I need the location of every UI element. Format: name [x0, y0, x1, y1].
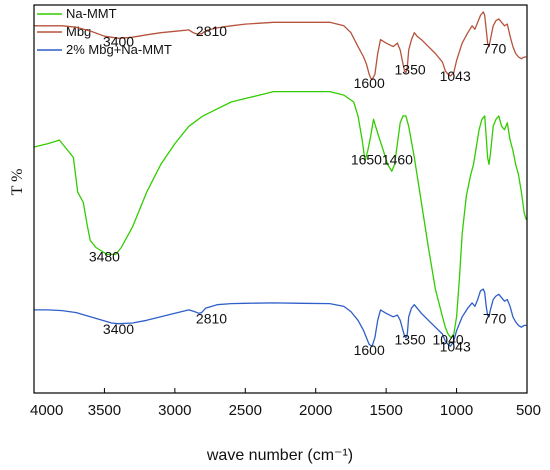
peak-annotation: 1350	[395, 61, 426, 77]
peak-annotation: 3400	[103, 34, 134, 50]
peak-annotation: 1650	[351, 151, 382, 167]
x-tick-label: 2000	[299, 402, 332, 419]
peak-annotation: 1350	[395, 332, 426, 348]
x-tick-label: 500	[516, 402, 541, 419]
series-line-1	[33, 90, 527, 339]
peak-annotation: 1043	[440, 68, 471, 84]
peak-annotation: 1460	[382, 151, 413, 167]
x-tick-label: 4000	[30, 402, 63, 419]
legend-label: Mbg	[66, 24, 91, 39]
peak-annotation: 1040	[433, 332, 464, 348]
x-axis-label: wave number (cm⁻¹)	[206, 447, 353, 464]
x-tick-label: 2500	[229, 402, 262, 419]
x-tick-label: 1000	[440, 402, 473, 419]
peak-annotation: 770	[483, 41, 507, 57]
series-line-3	[34, 288, 527, 347]
peak-annotation: 1600	[354, 342, 385, 358]
legend-label: 2% Mbg+Na-MMT	[66, 42, 172, 57]
legend-label: Na-MMT	[66, 6, 117, 21]
x-tick-label: 3500	[88, 402, 121, 419]
peak-annotation: 3400	[103, 321, 134, 337]
plot-frame	[33, 4, 528, 394]
legend: Na-MMT Mbg 2% Mbg+Na-MMT	[37, 6, 172, 57]
annotation-layer: 3400 2810 1600 1350 1043 770 1650 1460 3480 1040 2…	[89, 23, 507, 358]
x-tick-label: 3000	[158, 402, 191, 419]
peak-annotation: 2810	[196, 23, 227, 39]
x-axis-ticks: 4000 3500 3000 2500 2000 1500 1000 500	[30, 388, 541, 419]
series-layer	[33, 11, 527, 347]
series-line-2	[34, 11, 527, 81]
x-tick-label: 1500	[369, 402, 402, 419]
y-axis-label: T %	[9, 169, 26, 196]
peak-annotation: 770	[483, 311, 507, 327]
peak-annotation: 3480	[89, 248, 120, 264]
peak-annotation: 1043	[440, 338, 471, 354]
peak-annotation: 2810	[196, 311, 227, 327]
peak-annotation: 1600	[354, 75, 385, 91]
